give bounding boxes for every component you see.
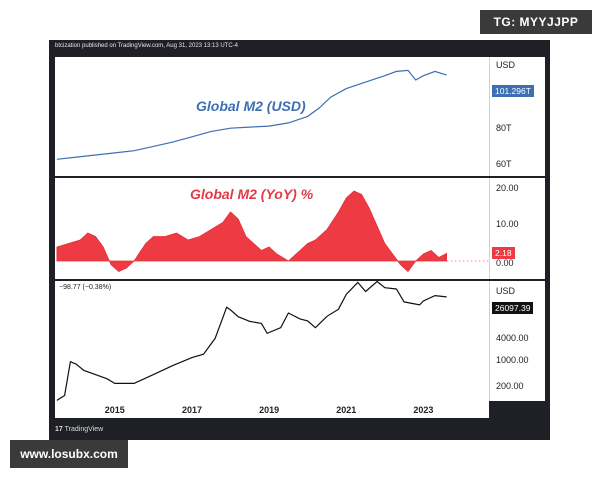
btc-tick-1000: 1000.00 — [496, 355, 529, 365]
m2-usd-tick-80t: 80T — [496, 123, 512, 133]
m2-usd-current-badge: 101.296T — [492, 85, 534, 97]
m2-usd-axis: USD 80T 60T 101.296T — [489, 57, 545, 176]
m2-yoy-current-badge: 2.18 — [492, 247, 515, 259]
btc-tick-4000: 4000.00 — [496, 333, 529, 343]
m2-usd-tick-60t: 60T — [496, 159, 512, 169]
x-tick-2023: 2023 — [413, 405, 434, 415]
m2-usd-unit: USD — [496, 60, 516, 70]
x-tick-2015: 2015 — [104, 405, 125, 415]
m2-usd-plot — [56, 69, 447, 160]
x-tick-2021: 2021 — [336, 405, 357, 415]
m2-yoy-tick-0: 0.00 — [496, 258, 514, 268]
m2-yoy-area — [56, 190, 447, 273]
tradingview-logo-text: TradingView — [64, 426, 104, 433]
panel-m2-yoy — [55, 178, 489, 279]
x-tick-2019: 2019 — [259, 405, 280, 415]
watermark-url: www.losubx.com — [10, 440, 128, 468]
m2-yoy-axis: 20.00 10.00 0.00 2.18 — [489, 178, 545, 279]
watermark-tg: TG: MYYJJPP — [480, 10, 592, 34]
m2-usd-title: Global M2 (USD) — [196, 98, 306, 114]
btc-unit: USD — [496, 286, 516, 296]
tradingview-logo: 17 TradingView — [55, 426, 104, 433]
m2-yoy-tick-10: 10.00 — [496, 219, 519, 229]
btc-axis: USD 4000.00 1000.00 200.00 26097.39 — [489, 281, 545, 401]
btc-tick-200: 200.00 — [496, 381, 524, 391]
m2-yoy-title: Global M2 (YoY) % — [190, 186, 314, 202]
btc-current-badge: 26097.39 — [492, 302, 534, 314]
publisher-line: btcization published on TradingView.com,… — [55, 43, 239, 49]
m2-usd-line — [56, 69, 447, 160]
m2-yoy-tick-20: 20.00 — [496, 183, 519, 193]
x-tick-2017: 2017 — [181, 405, 203, 415]
btc-change-label: −98.77 (−0.38%) — [59, 284, 112, 291]
btc-plot — [56, 280, 447, 401]
panel-m2-usd — [55, 57, 489, 176]
m2-yoy-plot — [56, 190, 489, 273]
panel-btc: −98.77 (−0.38%) — [55, 280, 489, 401]
x-axis: 2015 2017 2019 2021 2023 — [55, 401, 489, 418]
btc-price-line — [56, 280, 447, 401]
